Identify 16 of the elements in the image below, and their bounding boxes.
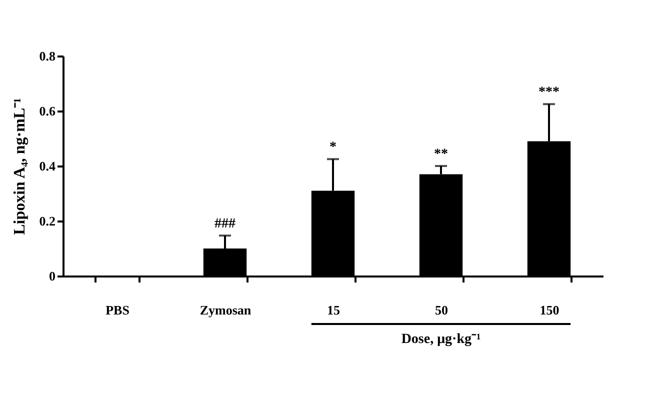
y-tick-label: 0.6 bbox=[39, 104, 56, 118]
annotation: ** bbox=[434, 147, 448, 162]
x-axis-title: Dose, μg·kg⁻¹ bbox=[401, 332, 481, 347]
y-tick-label: 0.4 bbox=[39, 158, 56, 174]
x-tick-label: 50 bbox=[435, 302, 448, 318]
x-tick-label: 150 bbox=[540, 302, 560, 318]
y-tick-label: 0 bbox=[49, 268, 56, 284]
annotation: *** bbox=[538, 85, 560, 100]
y-axis-title: Lipoxin A₄, ng·mL⁻¹ bbox=[11, 98, 28, 235]
x-tick-label: 15 bbox=[327, 302, 340, 318]
x-tick-label: PBS bbox=[106, 302, 130, 318]
y-tick-label: 0.2 bbox=[39, 214, 56, 228]
annotation: ### bbox=[214, 216, 236, 232]
annotation: * bbox=[330, 140, 336, 156]
y-tick-label: 0.8 bbox=[39, 48, 56, 64]
x-tick-label: Zymosan bbox=[200, 302, 252, 318]
